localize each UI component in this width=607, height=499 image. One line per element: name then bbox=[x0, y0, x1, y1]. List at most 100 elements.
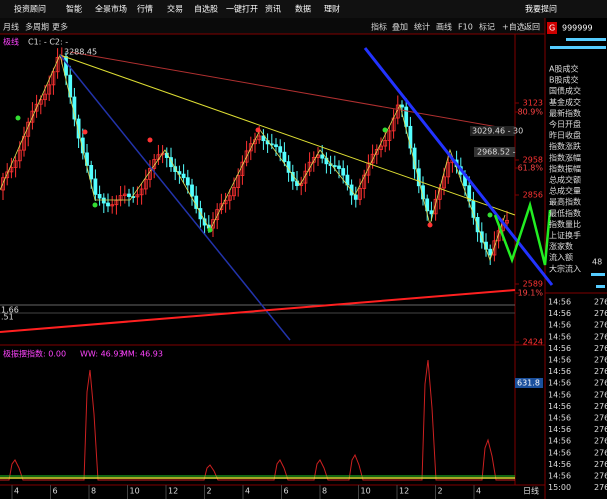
tick-time: 14:56 bbox=[548, 298, 571, 307]
candle-body bbox=[173, 166, 178, 172]
tool-button[interactable]: +自选 bbox=[502, 22, 525, 32]
trend-line bbox=[363, 47, 554, 286]
candle-body bbox=[341, 168, 346, 176]
candle-body bbox=[488, 248, 493, 256]
candle-body bbox=[76, 118, 81, 139]
menu-item[interactable]: 我要提问 bbox=[525, 4, 557, 14]
trend-line bbox=[59, 54, 516, 216]
decor bbox=[550, 46, 606, 49]
tick-price: 276 bbox=[594, 448, 607, 457]
quote-field: 总成交额 bbox=[549, 175, 581, 185]
candle-body bbox=[467, 185, 472, 202]
tick-time: 14:56 bbox=[548, 367, 571, 376]
quote-field: 今日开盘 bbox=[549, 119, 581, 129]
candle-body bbox=[236, 175, 241, 188]
menu-item[interactable]: 交易 bbox=[167, 4, 183, 14]
tool-button[interactable]: 画线 bbox=[436, 22, 452, 32]
candle-body bbox=[408, 125, 413, 149]
tool-button[interactable]: 叠加 bbox=[392, 22, 408, 32]
decor bbox=[566, 38, 606, 41]
candle-body bbox=[51, 71, 56, 86]
menu-item[interactable]: 投资顾问 bbox=[14, 4, 46, 14]
tool-button[interactable]: 指标 bbox=[371, 22, 387, 32]
toolbar bbox=[0, 18, 545, 34]
tick-price: 276 bbox=[594, 344, 607, 353]
label-box bbox=[470, 126, 515, 136]
annotation: 3288.45 bbox=[64, 48, 97, 57]
badge bbox=[547, 22, 557, 34]
wave-line bbox=[0, 53, 506, 262]
tick-price: 276 bbox=[594, 402, 607, 411]
tick-price: 276 bbox=[594, 437, 607, 446]
tool-button[interactable]: 更多 bbox=[52, 22, 68, 32]
candle-body bbox=[442, 176, 446, 189]
time-label: 8 bbox=[91, 487, 96, 496]
axis-label: 2856 bbox=[523, 191, 543, 200]
time-label: 6 bbox=[284, 487, 289, 496]
candle-body bbox=[370, 153, 375, 164]
candle-body bbox=[34, 103, 39, 112]
tick-price: 276 bbox=[594, 460, 607, 469]
panel-legend: C1: - C2: - bbox=[28, 38, 68, 47]
tool-button[interactable]: 多周期 bbox=[25, 22, 49, 32]
menu-item[interactable]: 自选股 bbox=[194, 4, 218, 14]
tool-button[interactable]: 统计 bbox=[414, 22, 430, 32]
candle-body bbox=[379, 145, 383, 150]
menu-item[interactable]: 资讯 bbox=[265, 4, 281, 14]
tick-time: 14:56 bbox=[548, 425, 571, 434]
candle-body bbox=[9, 166, 14, 173]
axis-label: 19.1% bbox=[518, 289, 544, 298]
candle-body bbox=[101, 197, 106, 204]
menu-item[interactable]: 智能 bbox=[66, 4, 82, 14]
quote-field: 指数涨跌 bbox=[549, 141, 581, 151]
candle-body bbox=[274, 144, 278, 148]
menu-item[interactable]: 理财 bbox=[324, 4, 340, 14]
tick-time: 14:56 bbox=[548, 402, 571, 411]
signal bbox=[427, 222, 433, 228]
menu-item[interactable]: 一键打开 bbox=[226, 4, 258, 14]
quote-field: 涨家数 bbox=[549, 241, 573, 251]
quote-field: 流入额 bbox=[549, 252, 573, 262]
quote-field: B股成交 bbox=[549, 75, 579, 85]
axis-label: 80.9% bbox=[518, 108, 544, 117]
axis-label: 2958 bbox=[523, 156, 543, 165]
menu-item[interactable]: 全景市场 bbox=[95, 4, 127, 14]
quote-field: 总成交量 bbox=[549, 186, 581, 196]
candle-body bbox=[358, 188, 362, 200]
tick-price: 276 bbox=[594, 390, 607, 399]
candle-body bbox=[135, 194, 140, 198]
annotation: 3029.46 - 30 bbox=[472, 127, 523, 136]
quote-field: 最高指数 bbox=[549, 197, 581, 207]
menu-item[interactable]: 数据 bbox=[295, 4, 311, 14]
tick-price: 276 bbox=[594, 367, 607, 376]
tick-time: 14:56 bbox=[548, 472, 571, 481]
time-label: 4 bbox=[245, 487, 250, 496]
label-box bbox=[474, 147, 515, 157]
tool-button[interactable]: F10 bbox=[458, 23, 473, 32]
tool-button[interactable]: 返回 bbox=[524, 23, 540, 32]
signal bbox=[382, 127, 388, 133]
tick-time: 14:56 bbox=[548, 344, 571, 353]
menu-item[interactable]: 行情 bbox=[137, 4, 153, 14]
candle-body bbox=[496, 230, 501, 242]
candle-body bbox=[215, 209, 220, 221]
time-label: 4 bbox=[14, 487, 19, 496]
menu-bar bbox=[0, 0, 607, 18]
time-label: 8 bbox=[322, 487, 327, 496]
quote-field: 最新指数 bbox=[549, 108, 581, 118]
tool-button[interactable]: 标记 bbox=[479, 22, 495, 32]
candle-body bbox=[43, 93, 47, 101]
trend-line bbox=[69, 51, 516, 131]
tick-price: 276 bbox=[594, 356, 607, 365]
annotation: 2968.52 - bbox=[477, 148, 516, 157]
tick-price: 276 bbox=[594, 425, 607, 434]
signal bbox=[147, 137, 153, 143]
time-label: 6 bbox=[53, 487, 58, 496]
badge-text: G bbox=[549, 24, 555, 33]
tool-button[interactable]: 月线 bbox=[3, 22, 19, 32]
tick-price: 276 bbox=[594, 472, 607, 481]
candle-body bbox=[244, 150, 249, 163]
candle-body bbox=[311, 157, 316, 163]
period-label: 日线 bbox=[523, 486, 539, 496]
